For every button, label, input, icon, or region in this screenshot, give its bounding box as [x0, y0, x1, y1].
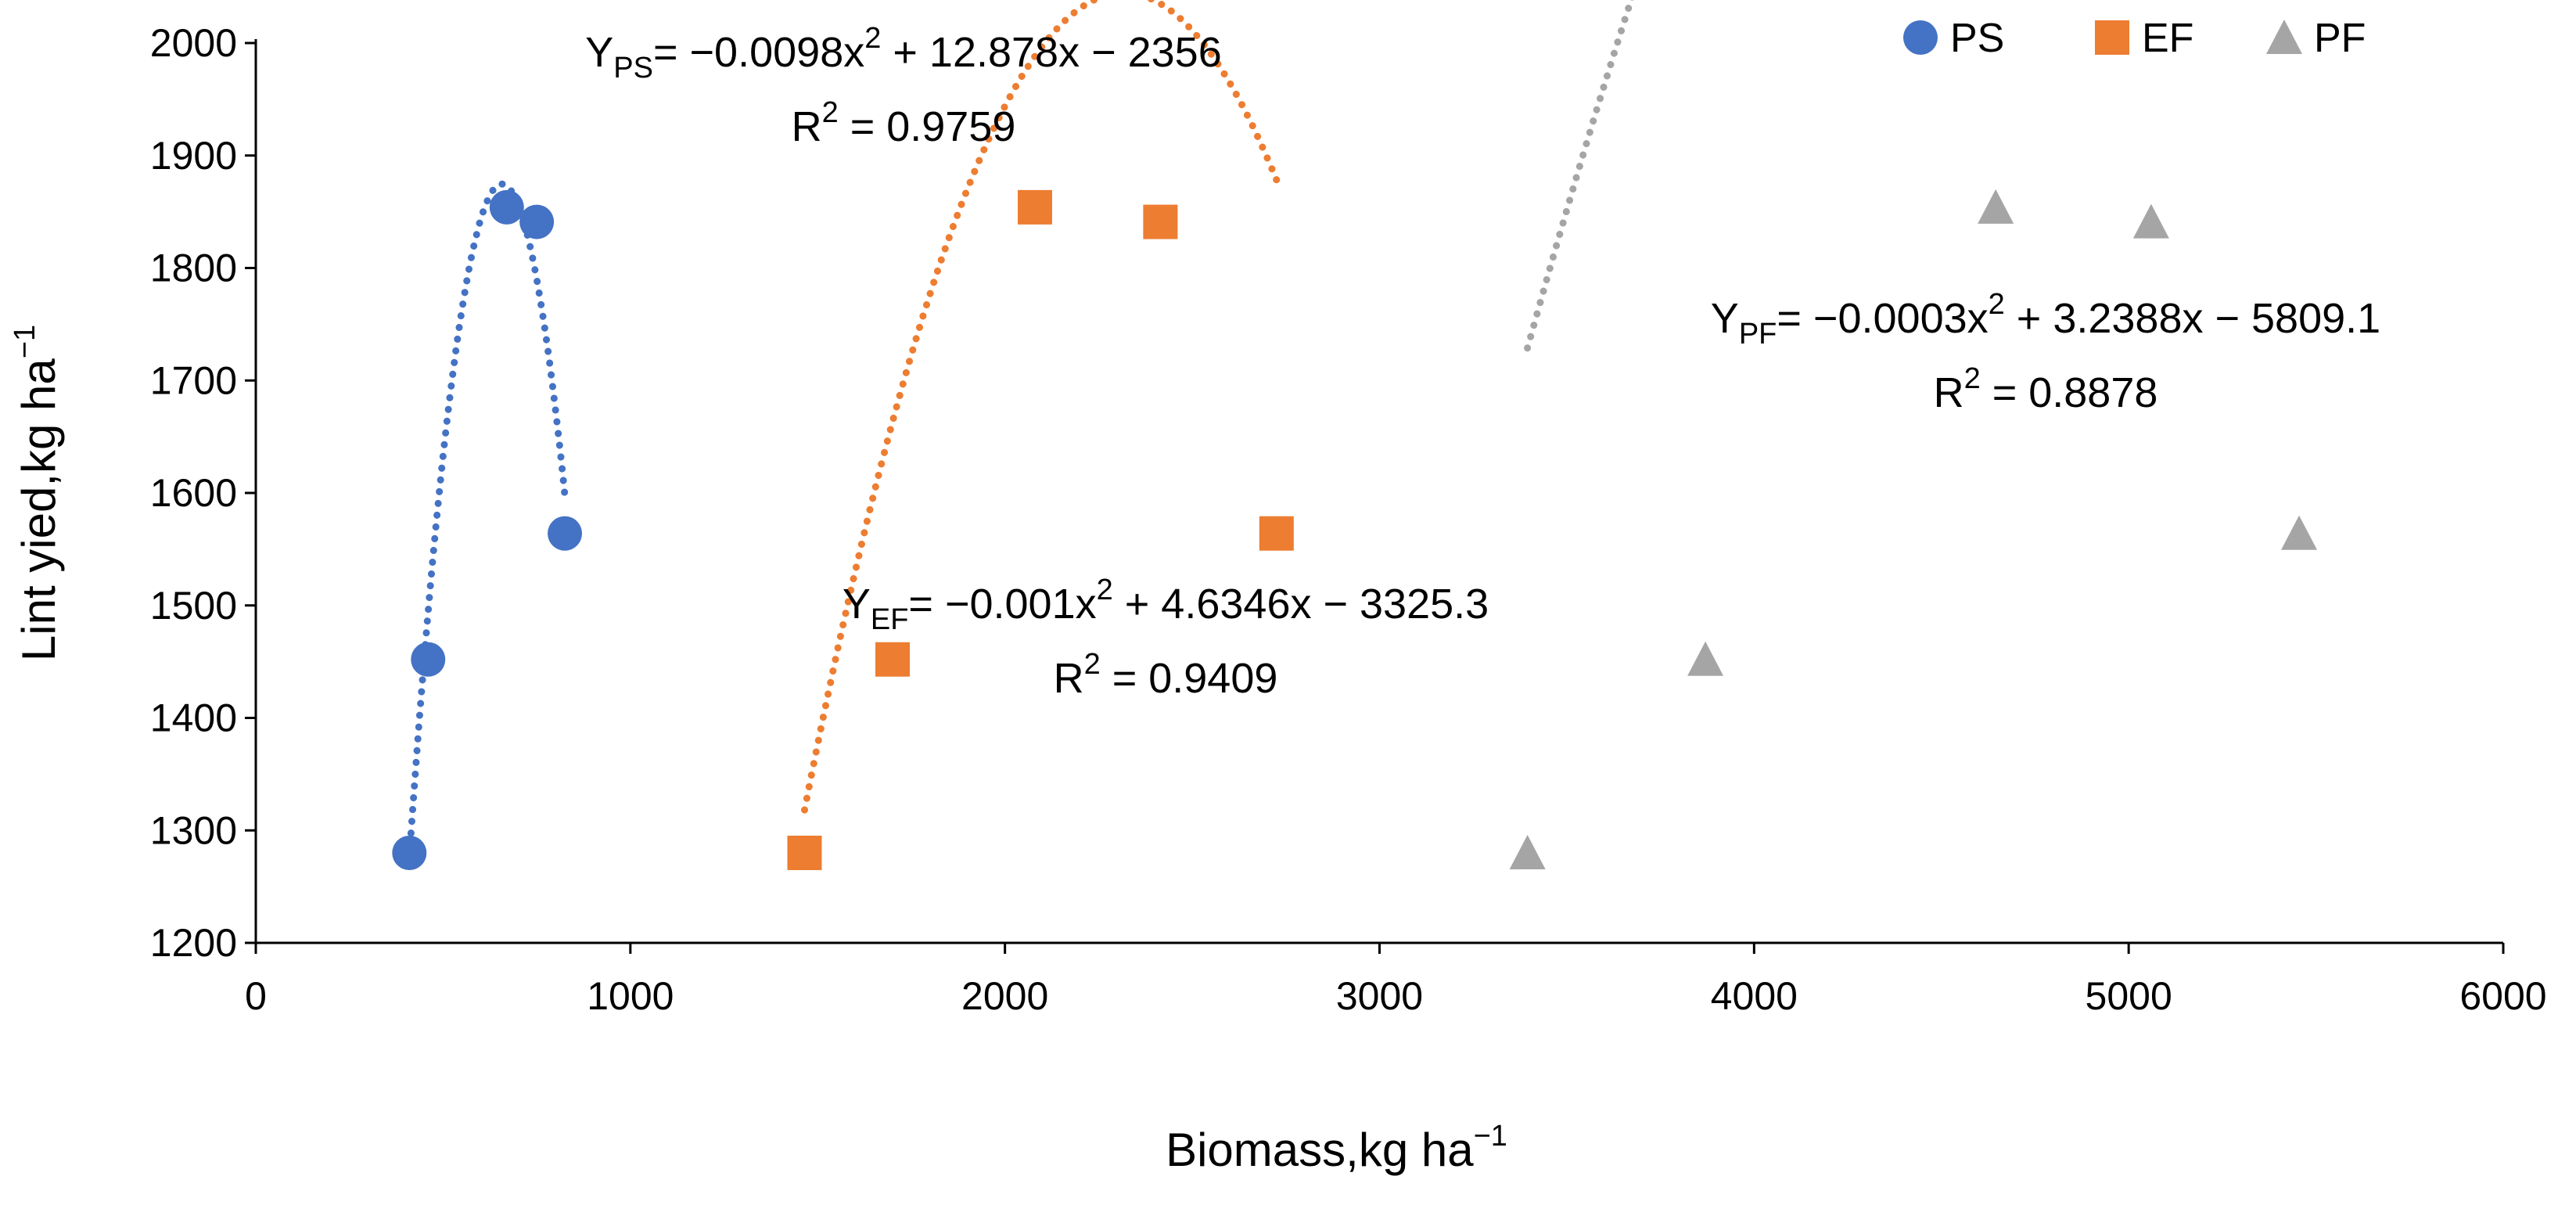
trendline-ps — [405, 180, 569, 861]
r-squared-value: = 0.9409 — [1101, 655, 1278, 702]
x-tick-label: 1000 — [587, 974, 674, 1018]
equation-subscript: PF — [1739, 318, 1777, 351]
equation-term: = −0.0098x — [653, 29, 864, 76]
y-axis-title-superscript: −1 — [9, 325, 41, 358]
y-tick-label: 1300 — [150, 808, 237, 852]
equation-subscript: EF — [871, 603, 909, 636]
x-axis-title-superscript: −1 — [1474, 1120, 1507, 1153]
data-point-ef — [787, 836, 822, 870]
data-point-pf — [1687, 641, 1724, 676]
legend-item-ps[interactable]: PS — [1903, 16, 2004, 61]
trendline-ef — [801, 0, 1281, 814]
y-tick-label: 1500 — [150, 584, 237, 628]
y-tick-label: 1800 — [150, 246, 237, 290]
data-point-ef — [1017, 189, 1052, 225]
x-axis-title-text: Biomass,kg ha — [1166, 1124, 1474, 1176]
data-point-pf — [2132, 203, 2169, 239]
legend-marker-pf — [2266, 20, 2302, 54]
trendlines-group — [405, 0, 1635, 861]
equation-ps: YPS= −0.0098x2 + 12.878x − 2356 — [585, 22, 1222, 85]
legend-marker-ps — [1903, 20, 1938, 55]
x-axis-title: Biomass,kg ha−1 — [1166, 1120, 1507, 1176]
x-tick-label: 3000 — [1336, 974, 1423, 1018]
x-tick-label: 4000 — [1711, 974, 1798, 1018]
data-point-ps — [392, 836, 427, 870]
r-squared-label: R — [792, 103, 822, 150]
data-point-ef — [875, 642, 911, 677]
data-point-ps — [548, 516, 583, 551]
r-squared-value: = 0.9759 — [839, 103, 1016, 150]
equation-term: + 3.2388x − 5809.1 — [2005, 295, 2380, 342]
equation-superscript: 2 — [1989, 288, 2005, 321]
data-point-ps — [411, 642, 446, 677]
x-tick-label: 2000 — [961, 974, 1048, 1018]
r-squared-value: = 0.8878 — [1981, 369, 2158, 416]
y-tick-label: 1400 — [150, 696, 237, 740]
equation-y: Y — [1711, 295, 1739, 342]
data-point-ps — [489, 189, 524, 225]
y-tick-label: 1600 — [150, 471, 237, 515]
r-squared-superscript: 2 — [1964, 362, 1981, 395]
x-tick-label: 5000 — [2086, 974, 2172, 1018]
x-tick-label: 6000 — [2459, 974, 2546, 1018]
data-point-pf — [1509, 835, 1546, 869]
data-point-pf — [2281, 515, 2318, 550]
legend-label-pf: PF — [2314, 16, 2366, 61]
equation-term: = −0.0003x — [1777, 295, 1988, 342]
data-point-ef — [1259, 516, 1294, 551]
data-point-ps — [519, 204, 555, 239]
r-squared-ps: R2 = 0.9759 — [792, 96, 1016, 150]
r-squared-superscript: 2 — [1084, 648, 1101, 681]
equation-ef: YEF= −0.001x2 + 4.6346x − 3325.3 — [842, 574, 1489, 636]
legend-label-ef: EF — [2142, 16, 2193, 61]
legend[interactable]: PS EF PF — [1903, 16, 2366, 61]
legend-item-pf[interactable]: PF — [2266, 16, 2366, 61]
equation-subscript: PS — [613, 52, 653, 85]
y-axis-title: Lint yied,kg ha−1 — [9, 325, 65, 661]
r-squared-label: R — [1054, 655, 1084, 702]
x-tick-label: 0 — [245, 974, 267, 1018]
r-squared-superscript: 2 — [822, 96, 839, 129]
y-tick-label: 1700 — [150, 358, 237, 402]
equation-y: Y — [842, 581, 871, 628]
y-tick-label: 1200 — [150, 921, 237, 965]
legend-item-ef[interactable]: EF — [2095, 16, 2193, 61]
data-point-ef — [1143, 204, 1178, 239]
y-axis-title-text: Lint yied,kg ha — [13, 358, 65, 662]
axes-group: 0 1000 2000 3000 4000 5000 6000 1200 1300 1400 150… — [9, 21, 2547, 1176]
r-squared-pf: R2 = 0.8878 — [1934, 362, 2158, 416]
equation-superscript: 2 — [864, 22, 881, 55]
equation-superscript: 2 — [1097, 574, 1113, 606]
data-point-pf — [1978, 189, 2014, 224]
r-squared-label: R — [1934, 369, 1964, 416]
points-group — [392, 189, 2318, 870]
equation-term: = −0.001x — [908, 581, 1096, 628]
equation-y: Y — [585, 29, 613, 76]
legend-label-ps: PS — [1950, 16, 2004, 61]
equation-term: + 4.6346x − 3325.3 — [1113, 581, 1489, 628]
equation-pf: YPF= −0.0003x2 + 3.2388x − 5809.1 — [1711, 288, 2380, 351]
y-tick-label: 1900 — [150, 134, 237, 178]
legend-marker-ef — [2095, 20, 2129, 55]
r-squared-ef: R2 = 0.9409 — [1054, 648, 1278, 702]
equation-term: + 12.878x − 2356 — [881, 29, 1221, 76]
y-tick-label: 2000 — [150, 21, 237, 65]
